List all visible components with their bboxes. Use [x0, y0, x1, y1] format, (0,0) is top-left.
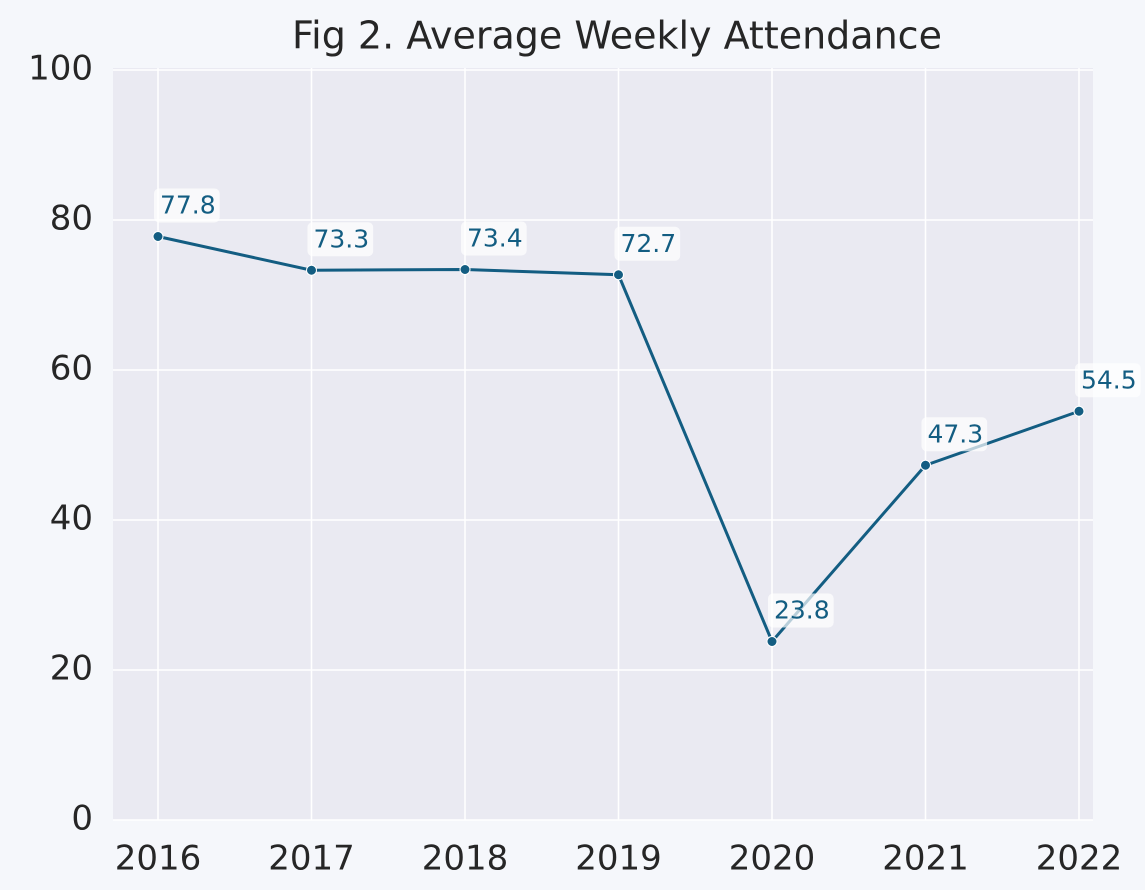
value-label-box [614, 226, 681, 261]
value-label-box [768, 593, 834, 628]
x-tick-label: 2019 [575, 839, 662, 879]
y-tick-label: 100 [28, 49, 93, 89]
value-label: 77.8 [160, 191, 216, 220]
value-label: 73.3 [314, 224, 370, 253]
point [459, 264, 471, 275]
point [920, 459, 931, 471]
value-label: 47.3 [928, 419, 984, 448]
x-tick-label: 2018 [422, 839, 509, 879]
y-tick-label: 0 [71, 799, 93, 839]
x-tick-label: 2020 [729, 839, 816, 879]
point [613, 269, 624, 281]
x-tick-label: 2022 [1036, 839, 1123, 879]
point [306, 264, 317, 276]
value-label: 23.8 [774, 596, 830, 625]
y-tick-label: 40 [50, 499, 93, 539]
value-label-box [1075, 363, 1141, 398]
y-tick-label: 80 [50, 199, 93, 239]
value-label: 54.5 [1081, 365, 1137, 394]
value-label: 73.4 [467, 224, 523, 253]
x-tick-label: 2021 [882, 839, 969, 879]
x-tick-label: 2016 [115, 839, 202, 879]
value-label-box [921, 417, 988, 452]
point [1073, 405, 1085, 417]
point [766, 636, 778, 647]
value-label-box [307, 222, 374, 257]
value-label-box [461, 221, 527, 256]
value-label-box [154, 188, 220, 223]
point [152, 231, 164, 242]
chart-title: Fig 2. Average Weekly Attendance [292, 14, 942, 58]
value-label: 72.7 [621, 229, 677, 258]
y-tick-label: 60 [50, 349, 93, 389]
x-tick-label: 2017 [268, 839, 355, 879]
y-tick-label: 20 [50, 649, 93, 689]
